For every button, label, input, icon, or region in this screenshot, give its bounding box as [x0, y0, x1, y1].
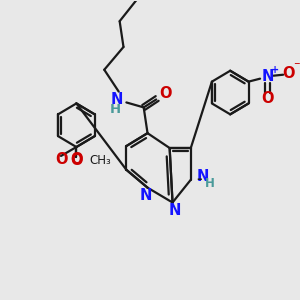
Text: O: O [283, 66, 295, 81]
Text: +: + [272, 65, 280, 75]
Text: N: N [111, 92, 123, 107]
Text: O: O [262, 91, 274, 106]
Text: O: O [70, 153, 82, 168]
Text: -: - [196, 173, 202, 186]
Text: N: N [140, 188, 152, 203]
Text: CH₃: CH₃ [90, 154, 112, 167]
Text: O: O [160, 86, 172, 101]
Text: ⁻: ⁻ [293, 60, 300, 73]
Text: H: H [109, 103, 120, 116]
Text: O: O [55, 152, 67, 167]
Text: N: N [262, 69, 274, 84]
Text: N: N [196, 169, 208, 184]
Text: O: O [70, 152, 82, 167]
Text: N: N [168, 203, 181, 218]
Text: H: H [205, 177, 215, 190]
